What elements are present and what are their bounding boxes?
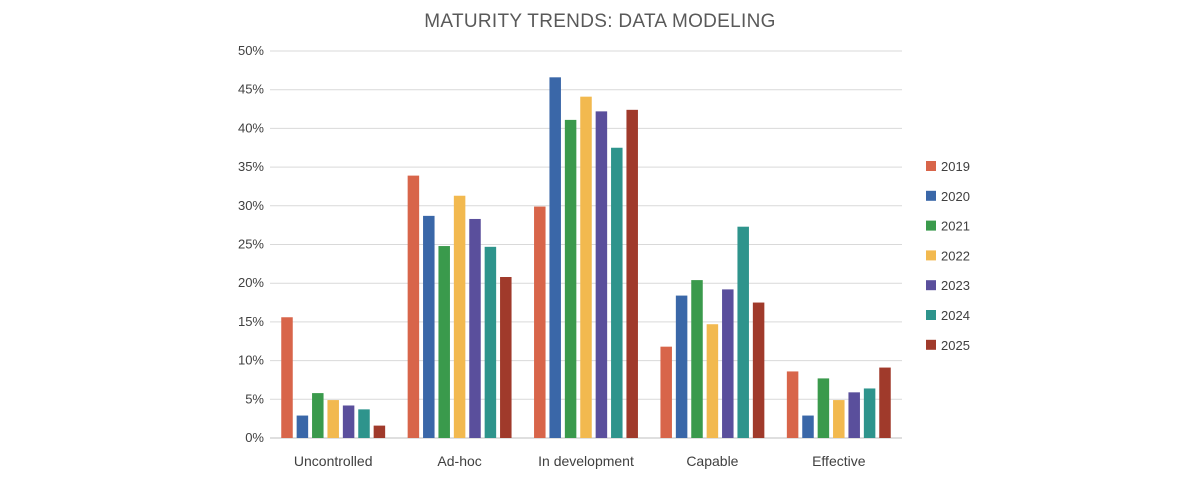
x-category-label: Effective (812, 453, 866, 469)
bar-capable-2025 (752, 302, 765, 438)
y-tick-label: 5% (245, 391, 264, 406)
legend-label: 2019 (941, 159, 970, 174)
bar-capable-2020 (675, 295, 688, 438)
legend-label: 2020 (941, 189, 970, 204)
bars (281, 77, 891, 439)
legend-swatch (926, 220, 936, 231)
legend-label: 2021 (941, 219, 970, 234)
bar-in-development-2024 (611, 147, 623, 438)
bar-uncontrolled-2020 (296, 415, 309, 438)
x-category-label: In development (538, 453, 634, 469)
legend-item-2023: 2023 (926, 278, 970, 293)
y-axis: 0% 5% 10% 15% 20% 25% 30% 35% 40% 45% 50% (238, 43, 264, 445)
y-tick-label: 35% (238, 159, 264, 174)
x-category-label: Uncontrolled (294, 453, 373, 469)
legend-swatch (926, 280, 936, 291)
bar-in-development-2025 (626, 109, 638, 438)
y-tick-label: 25% (238, 237, 264, 252)
bar-in-development-2019 (534, 206, 546, 438)
bar-effective-2024 (863, 388, 876, 438)
x-category-label: Ad-hoc (437, 453, 481, 469)
bar-effective-2023 (848, 392, 860, 438)
legend-item-2024: 2024 (926, 308, 970, 323)
legend-item-2022: 2022 (926, 248, 970, 263)
bar-uncontrolled-2025 (373, 425, 386, 438)
bar-ad-hoc-2021 (438, 246, 450, 438)
bar-uncontrolled-2021 (312, 393, 324, 438)
x-axis: Uncontrolled Ad-hoc In development Capable E… (294, 453, 866, 469)
legend-swatch (926, 250, 936, 261)
y-tick-label: 20% (238, 275, 264, 290)
legend-item-2020: 2020 (926, 189, 970, 204)
bar-uncontrolled-2024 (358, 409, 370, 438)
bar-ad-hoc-2019 (407, 175, 420, 438)
bar-capable-2024 (737, 226, 749, 438)
legend-label: 2025 (941, 338, 970, 353)
y-tick-label: 30% (238, 198, 264, 213)
y-tick-label: 0% (245, 430, 264, 445)
bar-effective-2021 (817, 378, 830, 438)
bar-capable-2022 (706, 324, 719, 438)
bar-ad-hoc-2024 (484, 246, 497, 438)
bar-uncontrolled-2023 (342, 405, 355, 438)
bar-uncontrolled-2019 (281, 317, 293, 438)
bar-capable-2019 (660, 346, 672, 438)
y-tick-label: 10% (238, 353, 264, 368)
bar-effective-2022 (833, 400, 845, 438)
y-tick-label: 45% (238, 82, 264, 97)
legend-item-2025: 2025 (926, 338, 970, 353)
y-tick-label: 40% (238, 120, 264, 135)
bar-in-development-2022 (580, 96, 592, 438)
bar-capable-2023 (722, 289, 734, 438)
y-tick-label: 15% (238, 314, 264, 329)
bar-ad-hoc-2023 (469, 218, 481, 438)
legend-swatch (926, 310, 936, 320)
chart-title: MATURITY TRENDS: DATA MODELING (424, 11, 775, 32)
legend-item-2019: 2019 (926, 159, 970, 174)
y-tick-label: 50% (238, 43, 264, 58)
legend-swatch (926, 190, 936, 201)
legend-label: 2024 (941, 308, 970, 323)
bar-effective-2025 (879, 367, 891, 438)
bar-capable-2021 (691, 280, 703, 438)
legend: 2019 2020 2021 2022 2023 2024 2025 (926, 159, 970, 353)
legend-label: 2023 (941, 278, 970, 293)
bar-effective-2019 (786, 371, 799, 438)
bar-uncontrolled-2022 (327, 400, 339, 438)
bar-in-development-2023 (595, 111, 608, 438)
bar-in-development-2020 (549, 77, 561, 438)
bar-effective-2020 (802, 415, 814, 438)
bar-ad-hoc-2022 (453, 195, 466, 438)
legend-item-2021: 2021 (926, 219, 970, 234)
legend-swatch (926, 339, 936, 350)
bar-ad-hoc-2025 (500, 277, 512, 438)
x-category-label: Capable (686, 453, 738, 469)
legend-label: 2022 (941, 248, 970, 263)
bar-in-development-2021 (564, 119, 577, 439)
legend-swatch (926, 161, 936, 171)
bar-ad-hoc-2020 (423, 215, 435, 438)
